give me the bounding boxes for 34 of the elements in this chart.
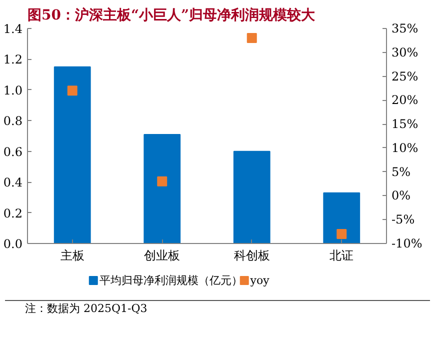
y-tick-label: 1.4 bbox=[3, 22, 23, 36]
y-tick-label: 0.8 bbox=[3, 114, 23, 128]
x-tick-label: 创业板 bbox=[144, 248, 180, 262]
y-tick-label: 1.0 bbox=[3, 83, 23, 98]
point bbox=[67, 86, 78, 96]
y2-tick-label: 10% bbox=[392, 140, 418, 155]
y2-tick-label: 35% bbox=[392, 22, 418, 36]
point bbox=[336, 228, 347, 239]
y2-tick-label: -5% bbox=[392, 212, 415, 227]
y2-tick-label: 30% bbox=[392, 45, 418, 60]
bar bbox=[54, 66, 91, 244]
y-tick-label: 1.2 bbox=[3, 52, 23, 67]
y2-tick-label: 20% bbox=[392, 93, 418, 108]
x-tick-label: 科创板 bbox=[234, 248, 270, 262]
x-tick-label: 北证 bbox=[330, 248, 354, 262]
y2-tick-label: -10% bbox=[392, 236, 422, 250]
bar bbox=[233, 150, 270, 244]
y2-tick-label: 5% bbox=[392, 164, 411, 179]
y-tick-label: 0.0 bbox=[3, 237, 23, 251]
y-tick-label: 0.6 bbox=[3, 144, 23, 159]
bar bbox=[323, 192, 360, 244]
text: 注：数据为 2025Q1-Q3 bbox=[25, 301, 148, 317]
y2-tick-label: 15% bbox=[392, 117, 418, 132]
x-tick-label: 主板 bbox=[60, 248, 84, 262]
y-tick-label: 0.4 bbox=[3, 176, 23, 190]
y2-tick-label: 25% bbox=[392, 69, 418, 84]
bar bbox=[144, 134, 181, 244]
legend-label: 平均归母净利润规模（亿元） bbox=[99, 274, 242, 287]
point bbox=[157, 176, 168, 186]
y2-tick-label: 0% bbox=[392, 188, 411, 203]
point bbox=[246, 33, 257, 44]
y-tick-label: 0.2 bbox=[3, 206, 23, 220]
chart-title: 图50：沪深主板“小巨人”归母净利润规模较大 bbox=[28, 6, 316, 24]
legend-label: yoy bbox=[249, 274, 270, 287]
